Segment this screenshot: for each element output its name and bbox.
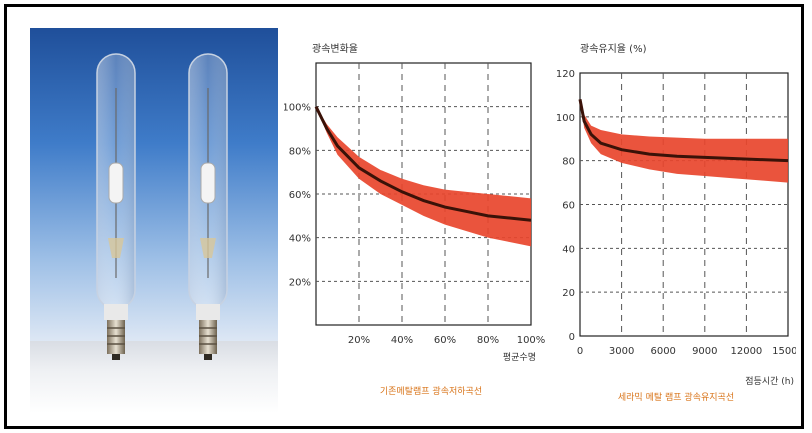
median-line: [314, 106, 532, 222]
chart-lumen-change-svg: 광속변화율 평균수명 기존메탈램프 광속저하곡선 20% 40% 60% 80% 100…: [284, 43, 546, 397]
chart-title: 광속유지율 (%): [580, 43, 647, 55]
x-tick-label: 3000: [609, 346, 634, 357]
y-tick-label: 40%: [289, 234, 311, 245]
chart-lumen-change: 광속변화율 평균수명 기존메탈램프 광속저하곡선 20% 40% 60% 80% 100…: [284, 30, 546, 415]
y-tick-label: 40: [562, 244, 575, 255]
photo-shelf: [30, 341, 278, 413]
y-tick-label: 100%: [284, 103, 311, 114]
y-tick-label: 60%: [289, 190, 311, 201]
x-tick-label: 6000: [650, 346, 675, 357]
tolerance-band: [580, 99, 788, 183]
chart-title: 광속변화율: [312, 43, 358, 55]
y-tick-label: 80: [562, 157, 575, 168]
lamp-left: [96, 53, 136, 360]
y-tick-label: 60: [562, 201, 575, 212]
x-tick-label: 80%: [477, 335, 499, 346]
y-tick-label: 120: [556, 69, 575, 80]
x-tick-label: 0: [577, 346, 583, 357]
y-tick-label: 80%: [289, 146, 311, 157]
x-axis-label: 평균수명: [503, 352, 536, 363]
y-tick-label: 20: [562, 288, 575, 299]
x-tick-label: 60%: [434, 335, 456, 346]
x-tick-label: 12000: [730, 346, 762, 357]
chart-caption: 세라믹 메탈 램프 광속유지곡선: [618, 391, 734, 403]
chart-caption: 기존메탈램프 광속저하곡선: [380, 385, 482, 397]
x-axis-label: 점등시간 (h): [745, 375, 794, 387]
x-tick-label: 20%: [348, 335, 370, 346]
x-tick-label: 100%: [517, 335, 546, 346]
tolerance-band: [316, 106, 531, 247]
y-tick-label: 0: [569, 332, 575, 343]
lamps-illustration: [96, 53, 228, 360]
y-tick-label: 100: [556, 113, 575, 124]
x-tick-label: 40%: [391, 335, 413, 346]
x-tick-label: 9000: [692, 346, 717, 357]
lamp-photo: [30, 28, 278, 413]
median-line: [578, 99, 789, 163]
chart-lumen-maintenance-svg: 광속유지율 (%) 점등시간 (h) 세라믹 메탈 램프 광속유지곡선 0 300…: [556, 43, 796, 403]
chart-lumen-maintenance: 광속유지율 (%) 점등시간 (h) 세라믹 메탈 램프 광속유지곡선 0 300…: [556, 30, 796, 415]
y-tick-label: 20%: [289, 277, 311, 288]
lamp-right: [188, 53, 228, 360]
